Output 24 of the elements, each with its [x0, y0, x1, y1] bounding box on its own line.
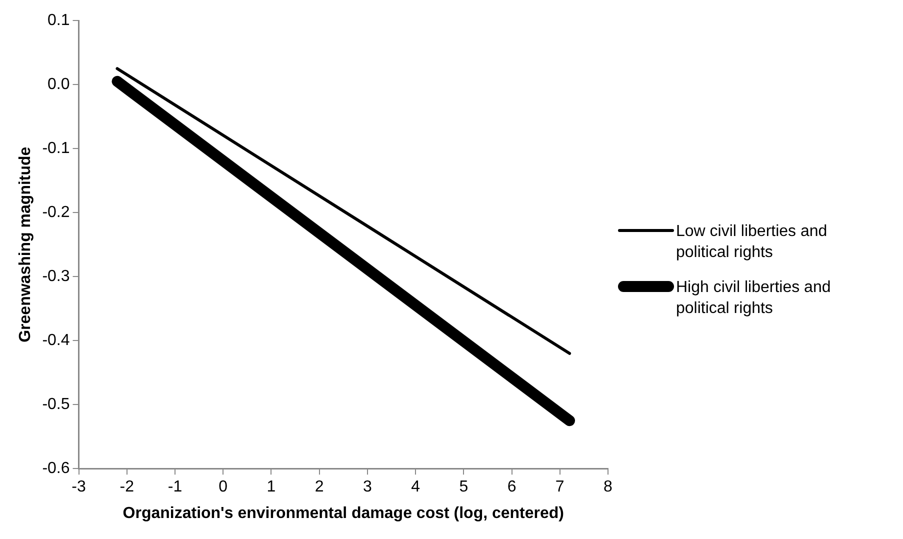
x-tick-label: 0: [218, 478, 228, 496]
x-tick-label: 4: [411, 478, 420, 496]
x-axis-title: Organization's environmental damage cost (log, centered): [122, 504, 564, 522]
y-tick-label: -0.2: [42, 204, 70, 222]
y-axis-title: Greenwashing magnitude: [17, 146, 34, 342]
y-tick-label: -0.5: [42, 396, 70, 414]
x-tick-label: -2: [120, 478, 134, 496]
x-tick-label: -3: [72, 478, 86, 496]
y-tick-label: -0.1: [42, 140, 70, 158]
legend-label: Low civil liberties and political rights: [676, 222, 828, 262]
x-tick-label: 5: [459, 478, 468, 496]
y-tick-label: 0.0: [48, 76, 70, 94]
x-tick-label: 1: [266, 478, 276, 496]
y-tick-label: -0.3: [42, 268, 70, 286]
legend-label: High civil liberties and political rights: [676, 278, 832, 318]
x-tick-label: 8: [604, 478, 613, 496]
x-tick-label: -1: [168, 478, 182, 496]
y-tick-label: -0.4: [42, 332, 70, 350]
y-tick-label: 0.1: [48, 12, 70, 30]
x-tick-label: 6: [507, 478, 516, 496]
x-tick-label: 2: [314, 478, 324, 496]
x-tick-label: 3: [362, 478, 372, 496]
y-tick-label: -0.6: [42, 460, 70, 478]
x-tick-label: 7: [555, 478, 564, 496]
